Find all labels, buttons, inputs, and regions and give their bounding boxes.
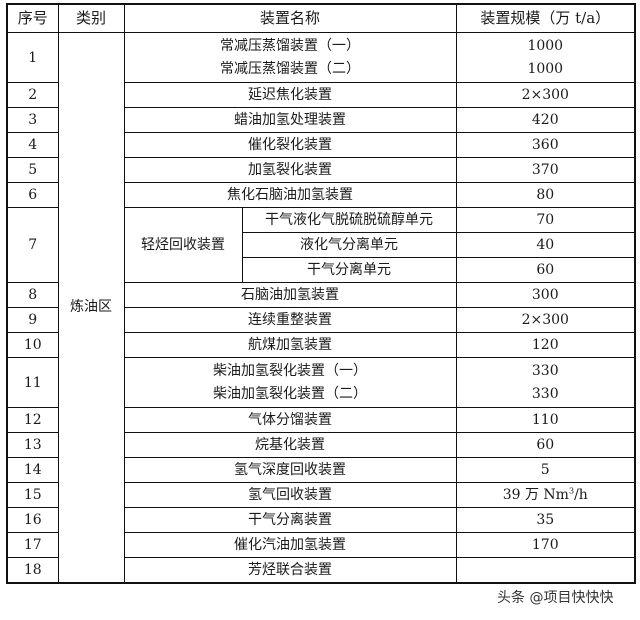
row-no: 7 [6, 207, 59, 283]
value-cell: 80 [455, 182, 636, 208]
header-scale: 装置规模（万 t/a） [455, 3, 636, 33]
value-cell: 300 [455, 282, 636, 308]
row-no: 15 [6, 482, 59, 508]
name-cell: 烷基化装置 [123, 432, 457, 458]
name-cell: 石脑油加氢装置 [123, 282, 457, 308]
table-row: 3 蜡油加氢处理装置 420 [6, 107, 636, 133]
name-cell: 氢气深度回收装置 [123, 457, 457, 483]
name-cell: 连续重整装置 [123, 307, 457, 333]
value-cell: 40 [455, 232, 636, 258]
value-cell: 360 [455, 132, 636, 158]
row-no: 11 [6, 357, 59, 408]
row-no: 2 [6, 82, 59, 108]
value-line: 1000 [527, 60, 564, 77]
header-category: 类别 [57, 3, 125, 33]
value-cell: 5 [455, 457, 636, 483]
name-cell: 氢气回收装置 [123, 482, 457, 508]
name-cell: 加氢裂化装置 [123, 157, 457, 183]
row-no: 3 [6, 107, 59, 133]
row-no: 1 [6, 32, 59, 83]
name-cell: 柴油加氢裂化装置（一） 柴油加氢裂化装置（二） [123, 357, 457, 408]
category-cell: 炼油区 [57, 32, 125, 583]
value-cell: 39 万 Nm3/h [455, 482, 636, 508]
value-cell: 70 [455, 207, 636, 233]
table-row: 18 芳烃联合装置 [6, 557, 636, 583]
header-row: 序号 类别 装置名称 装置规模（万 t/a） [6, 3, 636, 33]
value-text: 39 万 Nm [502, 487, 569, 503]
value-cell: 2×300 [455, 307, 636, 333]
name-line: 柴油加氢裂化装置（一） [213, 362, 367, 379]
equipment-table: 序号 类别 装置名称 装置规模（万 t/a） 1 炼油区 常减压蒸馏装置（一）常… [6, 3, 637, 584]
table-row: 8 石脑油加氢装置 300 [6, 282, 636, 308]
value-superscript: 3 [568, 486, 575, 496]
watermark: 头条 @项目快快快 [497, 590, 614, 606]
table-row: 17 催化汽油加氢装置 170 [6, 532, 636, 558]
row-no: 9 [6, 307, 59, 333]
row-no: 16 [6, 507, 59, 533]
table-row: 13 烷基化装置 60 [6, 432, 636, 458]
unit-name-cell: 干气液化气脱硫脱硫醇单元 [241, 207, 457, 233]
table-row: 14 氢气深度回收装置 5 [6, 457, 636, 483]
name-line: 常减压蒸馏装置（一） [220, 37, 360, 54]
unit-name-cell: 干气分离单元 [241, 257, 457, 283]
header-name: 装置名称 [123, 3, 457, 33]
table-row: 11 柴油加氢裂化装置（一） 柴油加氢裂化装置（二） 330 330 [6, 357, 636, 408]
row-no: 17 [6, 532, 59, 558]
value-unit: /h [574, 487, 588, 503]
row-no: 4 [6, 132, 59, 158]
value-cell: 170 [455, 532, 636, 558]
value-cell: 420 [455, 107, 636, 133]
value-cell: 1000 1000 [455, 32, 636, 83]
name-cell: 蜡油加氢处理装置 [123, 107, 457, 133]
table-row: 液化气分离单元 40 [7, 232, 636, 258]
row-no: 6 [6, 182, 59, 208]
name-line: 常减压蒸馏装置（二） [220, 60, 360, 77]
value-line: 330 [531, 385, 559, 402]
group-cell: 轻烃回收装置 [123, 207, 243, 283]
table-row: 16 干气分离装置 35 [6, 507, 636, 533]
header-no: 序号 [6, 3, 59, 33]
name-cell: 催化裂化装置 [123, 132, 457, 158]
name-line: 柴油加氢裂化装置（二） [213, 385, 367, 402]
table-row: 6 焦化石脑油加氢装置 80 [6, 182, 636, 208]
value-cell: 35 [455, 507, 636, 533]
value-cell: 330 330 [455, 357, 636, 408]
table-row: 12 气体分馏装置 110 [6, 407, 636, 433]
row-no: 13 [6, 432, 59, 458]
value-cell: 120 [455, 332, 636, 358]
value-cell: 370 [455, 157, 636, 183]
name-cell: 干气分离装置 [123, 507, 457, 533]
name-cell: 延迟焦化装置 [123, 82, 457, 108]
table-row: 15 氢气回收装置 39 万 Nm3/h [6, 482, 636, 508]
table-row: 1 炼油区 常减压蒸馏装置（一） 常减压蒸馏装置（二） 1000 1000 [6, 32, 636, 583]
value-cell: 60 [455, 432, 636, 458]
table-row: 10 航煤加氢装置 120 [6, 332, 636, 358]
table-row: 干气分离单元 60 [7, 257, 636, 283]
value-cell [455, 557, 636, 583]
name-cell: 芳烃联合装置 [123, 557, 457, 583]
unit-name-cell: 液化气分离单元 [241, 232, 457, 258]
name-cell: 常减压蒸馏装置（一） 常减压蒸馏装置（二） [123, 32, 457, 83]
name-cell: 气体分馏装置 [123, 407, 457, 433]
table-row: 5 加氢裂化装置 370 [6, 157, 636, 183]
row-no: 12 [6, 407, 59, 433]
value-cell: 110 [455, 407, 636, 433]
value-line: 1000 [527, 37, 564, 54]
value-cell: 60 [455, 257, 636, 283]
name-cell: 航煤加氢装置 [123, 332, 457, 358]
name-cell: 催化汽油加氢装置 [123, 532, 457, 558]
value-line: 330 [531, 362, 559, 379]
row-no: 8 [6, 282, 59, 308]
value-cell: 2×300 [455, 82, 636, 108]
row-no: 18 [6, 557, 59, 583]
table-row: 9 连续重整装置 2×300 [6, 307, 636, 333]
name-cell: 焦化石脑油加氢装置 [123, 182, 457, 208]
row-no: 5 [6, 157, 59, 183]
row-no: 10 [6, 332, 59, 358]
row-no: 14 [6, 457, 59, 483]
